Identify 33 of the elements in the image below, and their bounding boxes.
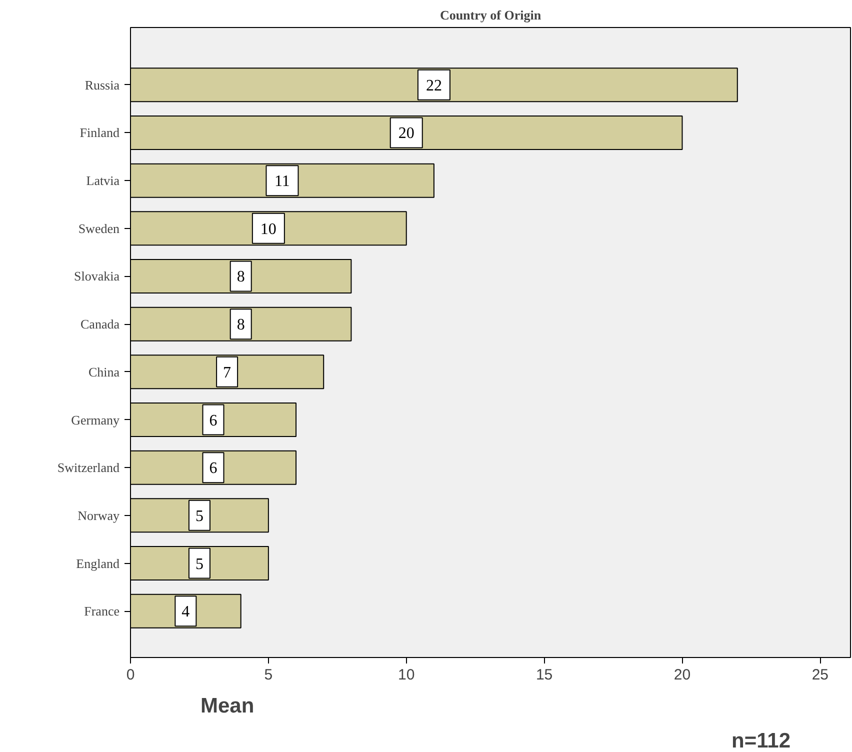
y-tick-label: England (76, 556, 120, 571)
data-label: 22 (426, 77, 442, 94)
y-tick-label: Sweden (78, 220, 120, 236)
text: n=112 (732, 730, 791, 752)
x-tick-label: 5 (264, 666, 273, 684)
x-tick-label: 10 (398, 666, 415, 684)
data-label: 7 (223, 364, 232, 382)
y-tick-label: Russia (84, 77, 120, 92)
y-tick-label: Canada (80, 316, 120, 332)
x-tick-label: 20 (674, 666, 691, 684)
y-tick-label: Finland (80, 125, 120, 140)
data-label: 6 (209, 460, 218, 478)
x-tick-label: 15 (536, 666, 553, 684)
y-tick-label: Slovakia (74, 268, 120, 284)
data-label: 8 (236, 268, 245, 286)
y-tick-label: Switzerland (57, 460, 120, 476)
data-label: 5 (195, 508, 204, 525)
chart-title: Country of Origin (440, 8, 542, 22)
data-label: 8 (236, 316, 245, 334)
data-label: 6 (209, 412, 218, 430)
y-tick-label: Latvia (86, 173, 120, 188)
data-label: 5 (195, 556, 204, 573)
y-tick-label: China (88, 364, 120, 380)
y-tick-label: Germany (71, 412, 120, 428)
y-tick-label: France (84, 604, 120, 619)
y-tick-label: Norway (78, 508, 120, 523)
data-label: 4 (182, 604, 190, 621)
x-tick-label: 25 (812, 666, 828, 684)
data-label: 10 (260, 220, 276, 238)
x-axis-title: Mean (200, 694, 254, 718)
data-label: 20 (398, 125, 414, 142)
data-label: 11 (274, 173, 290, 190)
x-tick-label: 0 (126, 666, 135, 684)
